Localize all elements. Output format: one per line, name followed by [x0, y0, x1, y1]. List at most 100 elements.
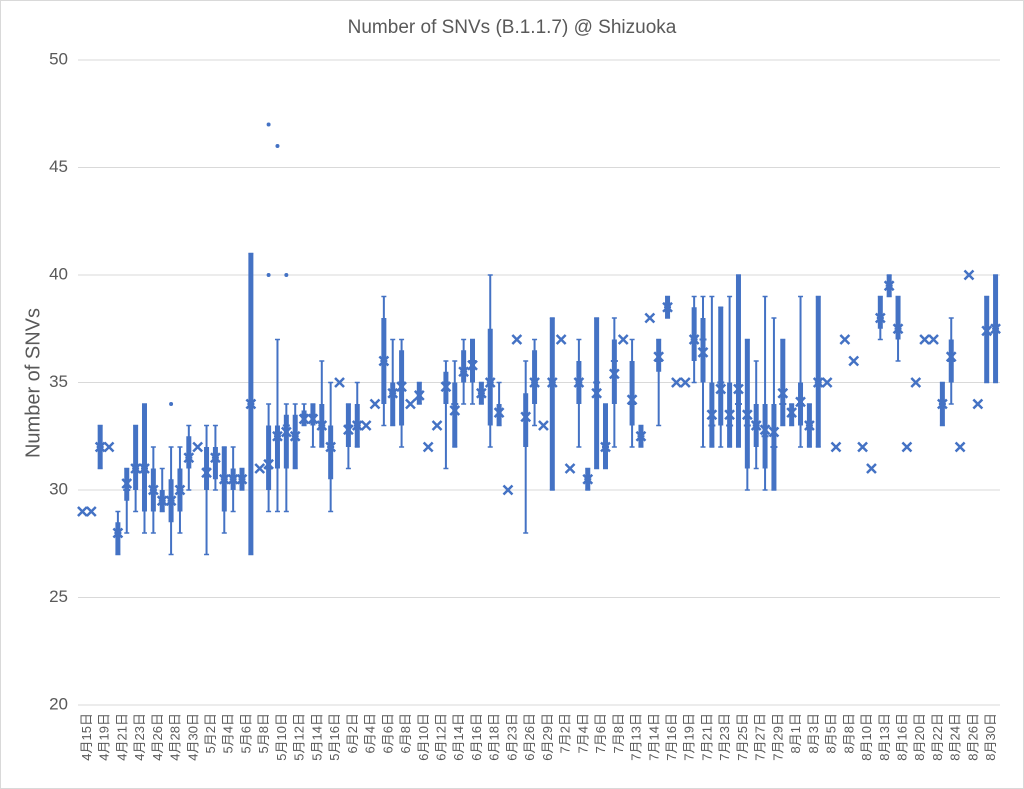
mean-marker: [990, 323, 1001, 335]
mean-marker: [972, 398, 984, 410]
outlier: [266, 273, 271, 277]
mean-marker: [272, 430, 283, 442]
mean-marker: [741, 409, 753, 421]
mean-marker: [493, 407, 505, 418]
x-tick-label: 6月26日: [522, 713, 537, 761]
box: [700, 318, 706, 383]
x-tick-label: 6月23日: [504, 713, 519, 761]
mean-marker: [883, 280, 895, 292]
y-tick-label: 45: [49, 157, 68, 176]
mean-marker: [192, 441, 204, 453]
box: [452, 382, 458, 447]
x-tick-label: 7月2日: [558, 713, 573, 753]
mean-marker: [298, 413, 310, 425]
mean-marker: [706, 409, 718, 421]
box: [815, 296, 821, 447]
mean-marker: [484, 377, 496, 388]
mean-marker: [804, 420, 815, 431]
x-tick-label: 7月19日: [682, 713, 697, 761]
mean-marker: [538, 420, 549, 431]
mean-marker: [147, 484, 159, 496]
x-tick-label: 4月15日: [79, 713, 94, 761]
box: [115, 522, 121, 555]
mean-marker: [263, 458, 274, 470]
box: [266, 425, 272, 490]
mean-marker: [396, 381, 407, 393]
x-tick-label: 5月10日: [274, 713, 289, 761]
mean-marker: [662, 301, 673, 313]
mean-marker: [431, 420, 443, 431]
mean-marker: [325, 441, 337, 453]
mean-marker: [919, 334, 931, 345]
mean-marker: [821, 377, 833, 388]
x-tick-label: 5月16日: [327, 713, 342, 761]
mean-marker: [236, 473, 248, 485]
mean-marker: [848, 355, 860, 367]
mean-marker: [591, 387, 603, 399]
y-tick-label: 25: [49, 587, 68, 606]
mean-marker: [874, 312, 886, 324]
mean-marker: [839, 334, 851, 345]
mean-marker: [467, 359, 478, 371]
x-tick-label: 7月14日: [646, 713, 661, 761]
x-tick-label: 6月10日: [416, 713, 431, 761]
mean-marker: [928, 334, 939, 345]
x-tick-label: 7月16日: [664, 713, 679, 761]
box: [186, 436, 192, 469]
box: [212, 447, 218, 480]
mean-marker: [910, 377, 922, 388]
box: [629, 361, 635, 426]
x-tick-label: 4月23日: [132, 713, 147, 761]
mean-marker: [440, 381, 452, 393]
x-tick-label: 4月21日: [114, 713, 129, 761]
mean-marker: [768, 426, 780, 438]
mean-marker: [733, 383, 744, 395]
box: [780, 339, 786, 426]
mean-marker: [520, 411, 532, 423]
x-tick-label: 5月6日: [238, 713, 253, 753]
mean-marker: [130, 463, 142, 474]
x-tick-label: 7月13日: [629, 713, 644, 761]
mean-marker: [954, 441, 966, 453]
x-tick-label: 4月28日: [168, 713, 183, 761]
mean-marker: [812, 377, 824, 388]
x-tick-label: 6月16日: [469, 713, 484, 761]
mean-marker: [156, 495, 168, 507]
x-tick-label: 6月14日: [451, 713, 466, 761]
mean-marker: [546, 377, 558, 388]
box: [274, 425, 280, 469]
x-tick-label: 8月1日: [788, 713, 803, 753]
x-tick-label: 7月27日: [753, 713, 768, 761]
box: [283, 414, 289, 469]
mean-marker: [405, 398, 416, 410]
chart-title: Number of SNVs (B.1.1.7) @ Shizuoka: [348, 17, 677, 38]
y-tick-label: 30: [49, 479, 68, 498]
box: [877, 296, 883, 329]
mean-marker: [671, 377, 682, 388]
x-tick-label: 8月3日: [806, 713, 821, 753]
box: [461, 350, 467, 383]
mean-marker: [413, 390, 425, 401]
box: [549, 318, 555, 490]
x-tick-label: 6月29日: [540, 713, 555, 761]
mean-marker: [715, 383, 727, 395]
x-tick-label: 6月4日: [363, 713, 378, 753]
mean-marker: [759, 424, 771, 436]
mean-marker: [626, 394, 638, 406]
y-tick-label: 50: [49, 49, 68, 68]
mean-marker: [316, 420, 328, 431]
x-tick-label: 7月4日: [575, 713, 590, 753]
x-tick-label: 8月26日: [965, 713, 980, 761]
outlier: [266, 122, 271, 127]
mean-marker: [289, 430, 301, 442]
mean-marker: [210, 452, 221, 464]
x-tick-label: 7月6日: [593, 713, 608, 753]
x-tick-label: 5月14日: [309, 713, 324, 761]
x-tick-label: 8月8日: [841, 713, 856, 753]
mean-marker: [750, 420, 762, 431]
mean-marker: [981, 325, 993, 337]
box: [744, 339, 750, 469]
x-tick-label: 6月18日: [487, 713, 502, 761]
box: [390, 382, 396, 426]
mean-marker: [573, 377, 585, 388]
